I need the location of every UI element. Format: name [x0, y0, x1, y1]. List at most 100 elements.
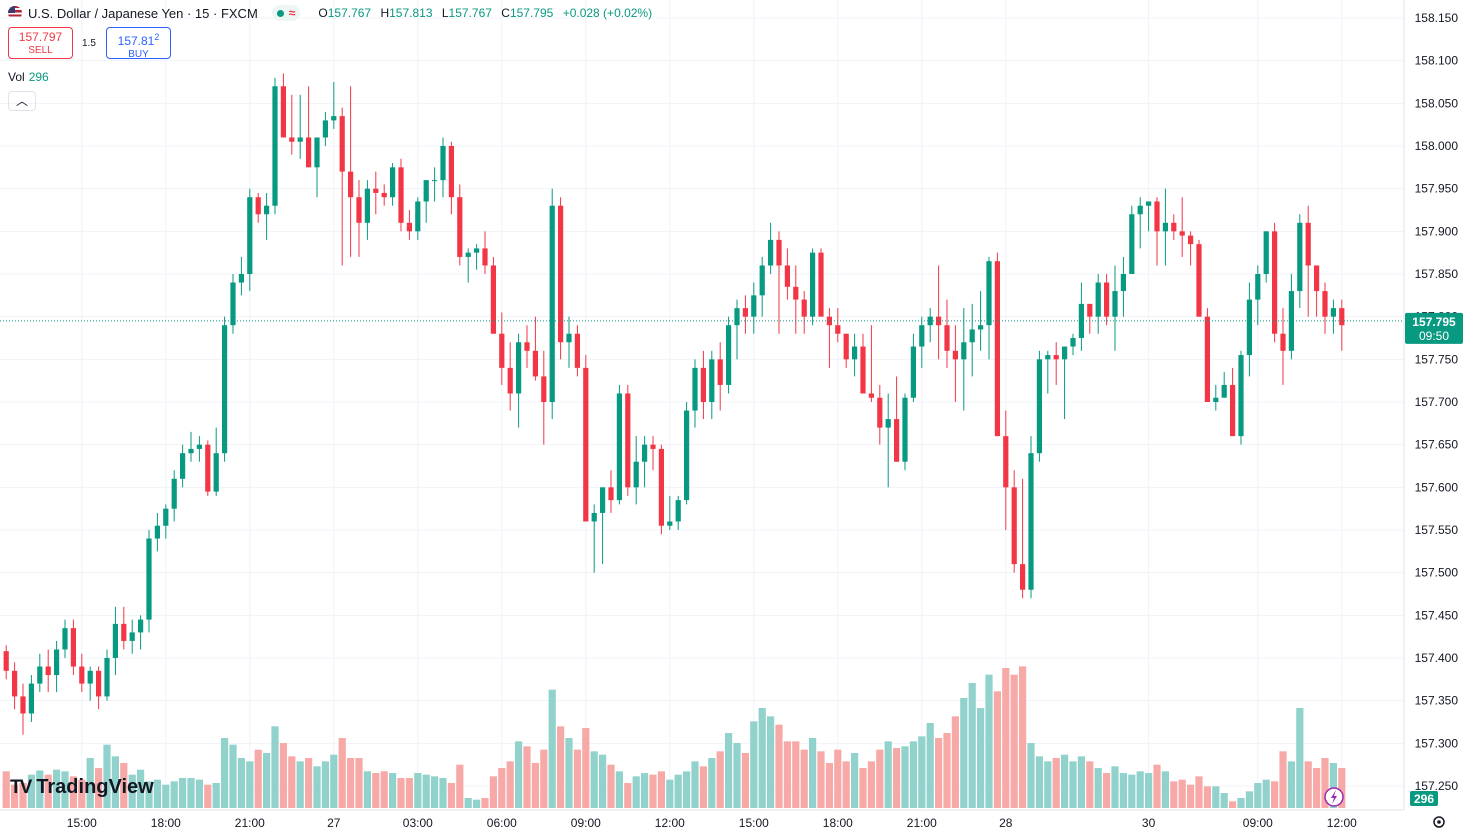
price-change: +0.028 (+0.02%) [562, 6, 653, 20]
candle-body [532, 350, 538, 377]
volume-bar [708, 758, 716, 808]
time-tick-label: 09:00 [571, 816, 601, 830]
candle-body [658, 448, 664, 526]
spread-value: 1.5 [82, 38, 96, 49]
volume-bar [859, 768, 867, 808]
volume-bar [61, 771, 69, 808]
candle-body [306, 137, 312, 168]
volume-bar [674, 774, 682, 808]
volume-bar [355, 758, 363, 808]
candle-body [1095, 282, 1101, 317]
candle-body [826, 316, 832, 326]
market-status[interactable]: ≈ [271, 5, 301, 21]
candle-body [591, 512, 597, 522]
volume-bar [842, 761, 850, 808]
time-tick-label: 18:00 [151, 816, 181, 830]
volume-bar [599, 754, 607, 808]
candle-body [138, 619, 144, 633]
candle-body [222, 325, 228, 454]
volume-bar [1119, 773, 1127, 808]
candle-body [675, 500, 681, 522]
volume-bar [834, 749, 842, 808]
candle-body [255, 197, 261, 215]
candle-body [28, 683, 34, 714]
volume-bar [464, 798, 472, 808]
candle-body [574, 333, 580, 368]
time-tick-label: 21:00 [907, 816, 937, 830]
candle-body [70, 628, 76, 667]
collapse-legend-button[interactable]: ︿ [8, 91, 36, 111]
volume-bar [1321, 758, 1329, 808]
candle-body [709, 359, 715, 402]
volume-bar [1027, 743, 1035, 808]
candle-body [1036, 359, 1042, 454]
candle-body [801, 299, 807, 317]
candle-body [726, 325, 732, 385]
candle-body [734, 308, 740, 326]
candle-body [373, 188, 379, 193]
volume-bar [725, 733, 733, 808]
volume-bar [867, 761, 875, 808]
candle-body [1129, 214, 1135, 274]
price-tick-label: 158.050 [1415, 96, 1459, 110]
candle-body [978, 325, 984, 330]
time-tick-label: 27 [327, 816, 341, 830]
volume-bar [632, 776, 640, 808]
volume-bar [977, 708, 985, 808]
volume-bar [296, 761, 304, 808]
volume-bar [1086, 761, 1094, 808]
volume-bar [489, 776, 497, 808]
volume-bar [305, 758, 313, 808]
candle-body [121, 623, 127, 641]
volume-bar [523, 746, 531, 808]
volume-bar [263, 753, 271, 808]
price-tick-label: 157.850 [1415, 267, 1459, 281]
time-tick-label: 15:00 [67, 816, 97, 830]
price-axis[interactable]: 158.150 158.100 158.050 158.000 157.950 157.9… [1415, 11, 1459, 793]
volume-bar [901, 746, 909, 808]
volume-bar [750, 721, 758, 808]
volume-bar [389, 773, 397, 808]
sell-button[interactable]: 157.797 SELL [8, 27, 73, 59]
volume-bar [1069, 761, 1077, 808]
volume-bar [699, 766, 707, 808]
volume-bar [1111, 766, 1119, 808]
volume-bar [624, 783, 632, 808]
volume-bar [968, 683, 976, 808]
time-axis[interactable]: 15:00 18:00 21:00 27 03:00 06:00 09:00 12:00 15:… [67, 816, 1357, 830]
candle-body [516, 342, 522, 394]
settings-gear-icon[interactable] [1433, 816, 1445, 828]
candle-body [583, 367, 589, 522]
price-tick-label: 157.400 [1415, 651, 1459, 665]
volume-bar [11, 784, 19, 808]
candle-body [717, 359, 723, 385]
candle-body [700, 367, 706, 402]
lightning-icon[interactable] [1324, 787, 1344, 807]
volume-bar [397, 778, 405, 808]
candle-body [1288, 291, 1294, 351]
candle-body [112, 623, 118, 658]
volume-bar [1010, 674, 1018, 808]
volume-bar [69, 776, 77, 808]
candle-body [180, 453, 186, 479]
buy-button[interactable]: 157.812 BUY [106, 27, 171, 60]
volume-bar [607, 764, 615, 808]
candle-body [339, 116, 345, 172]
volume-bar [918, 736, 926, 808]
ohlc-values: O157.767 H157.813 L157.767 C157.795 +0.0… [318, 6, 653, 20]
candle-body [600, 487, 606, 513]
candle-body [994, 261, 1000, 437]
candle-body [1171, 222, 1177, 232]
symbol-title[interactable]: U.S. Dollar / Japanese Yen · 15 · FXCM [28, 5, 258, 21]
time-tick-label: 09:00 [1243, 816, 1273, 830]
candle-body [1062, 346, 1068, 360]
candle-body [87, 670, 93, 684]
candle-body [163, 508, 169, 526]
volume-bar [1262, 779, 1270, 808]
candle-body [3, 651, 9, 671]
volume-bar [565, 738, 573, 808]
volume-bar [347, 758, 355, 808]
volume-bar [1254, 783, 1262, 808]
candle-body [885, 419, 891, 428]
